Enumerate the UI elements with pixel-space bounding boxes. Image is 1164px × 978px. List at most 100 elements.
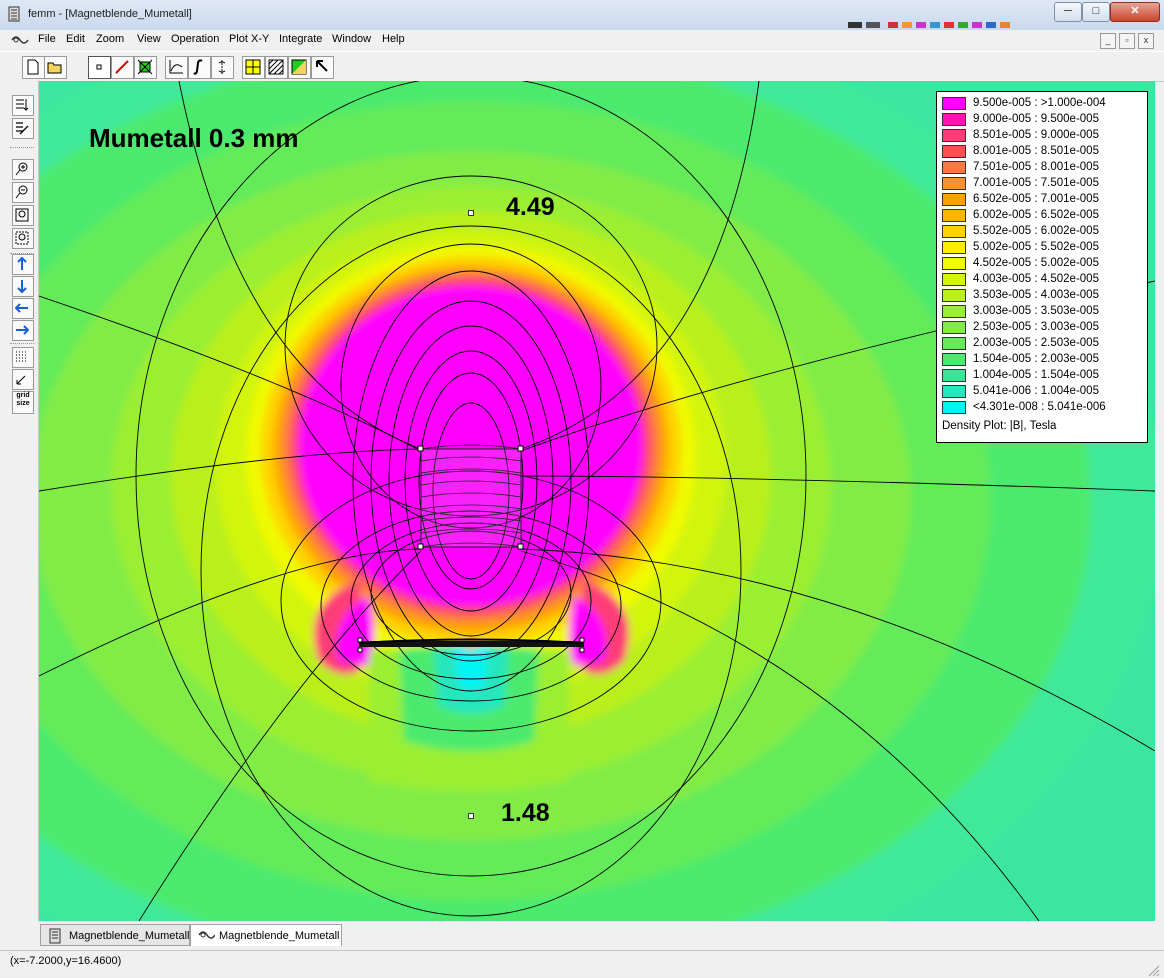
arrow-right-icon bbox=[16, 325, 29, 335]
new-file-button[interactable] bbox=[22, 56, 45, 79]
value-label-top: 4.49 bbox=[506, 193, 555, 221]
show-points-button[interactable] bbox=[12, 95, 34, 116]
menu-zoom[interactable]: Zoom bbox=[96, 33, 125, 45]
legend-label: 5.502e-005 : 6.002e-005 bbox=[973, 225, 1099, 237]
mdi-close-button[interactable]: x bbox=[1138, 33, 1154, 49]
legend-swatch bbox=[942, 113, 966, 126]
legend-swatch bbox=[942, 353, 966, 366]
legend-swatch bbox=[942, 257, 966, 270]
taskbar-strip bbox=[848, 22, 1010, 28]
legend-swatch bbox=[942, 337, 966, 350]
pointer-icon bbox=[316, 60, 328, 72]
tab-preprocessor[interactable]: Magnetblende_Mumetall bbox=[40, 924, 190, 946]
legend-entry: 2.503e-005 : 3.003e-005 bbox=[941, 320, 1145, 336]
legend-swatch bbox=[942, 177, 966, 190]
left-separator bbox=[10, 253, 34, 254]
coordinate-readout: (x=-7.2000,y=16.4600) bbox=[10, 955, 122, 967]
new-file-icon bbox=[27, 59, 39, 75]
point-mode-button[interactable] bbox=[88, 56, 111, 79]
legend-label: 4.502e-005 : 5.002e-005 bbox=[973, 257, 1099, 269]
snap-grid-button[interactable] bbox=[12, 369, 34, 390]
arrow-down-icon bbox=[17, 280, 27, 293]
legend-label: 9.000e-005 : 9.500e-005 bbox=[973, 113, 1099, 125]
legend-label: 7.501e-005 : 8.001e-005 bbox=[973, 161, 1099, 173]
show-mesh-button[interactable] bbox=[242, 56, 265, 79]
document-tabs: Magnetblende_Mumetall Magnetblende_Mumet… bbox=[0, 922, 1164, 948]
legend-swatch bbox=[942, 385, 966, 398]
menu-view[interactable]: View bbox=[137, 33, 161, 45]
vector-plot-button[interactable] bbox=[288, 56, 311, 79]
flux-lines bbox=[39, 81, 1155, 921]
menu-window[interactable]: Window bbox=[332, 33, 372, 45]
block-integral-button[interactable] bbox=[211, 56, 234, 79]
menu-operation[interactable]: Operation bbox=[171, 33, 220, 45]
probe-point-bottom[interactable] bbox=[468, 813, 474, 819]
legend-swatch bbox=[942, 225, 966, 238]
femm-view-icon[interactable] bbox=[10, 33, 30, 47]
legend-label: <4.301e-008 : 5.041e-006 bbox=[973, 401, 1106, 413]
pan-up-button[interactable] bbox=[12, 254, 34, 275]
legend-entry: 9.500e-005 : >1.000e-004 bbox=[941, 96, 1145, 112]
menu-edit[interactable]: Edit bbox=[66, 33, 85, 45]
density-plot-button[interactable] bbox=[265, 56, 288, 79]
legend-entry: 1.004e-005 : 1.504e-005 bbox=[941, 368, 1145, 384]
area-mode-button[interactable] bbox=[134, 56, 157, 79]
pan-left-button[interactable] bbox=[12, 298, 34, 319]
field-density-plot[interactable] bbox=[39, 81, 1155, 921]
show-grid-button[interactable] bbox=[12, 347, 34, 368]
legend-entry: 6.502e-005 : 7.001e-005 bbox=[941, 192, 1145, 208]
legend-swatch bbox=[942, 369, 966, 382]
plot-xy-button[interactable] bbox=[165, 56, 188, 79]
menu-bar: File Edit Zoom View Operation Plot X-Y I… bbox=[0, 30, 1164, 50]
legend-label: 8.001e-005 : 8.501e-005 bbox=[973, 145, 1099, 157]
menu-help[interactable]: Help bbox=[382, 33, 405, 45]
point-mode-icon bbox=[96, 64, 102, 70]
zoom-in-button[interactable] bbox=[12, 159, 34, 180]
zoom-out-button[interactable] bbox=[12, 182, 34, 203]
edit-props-button[interactable] bbox=[12, 118, 34, 139]
tab-postprocessor[interactable]: Magnetblende_Mumetall bbox=[190, 924, 342, 946]
tab-label: Magnetblende_Mumetall bbox=[219, 930, 340, 942]
legend-label: 3.503e-005 : 4.003e-005 bbox=[973, 289, 1099, 301]
legend-label: 5.041e-006 : 1.004e-005 bbox=[973, 385, 1099, 397]
pan-right-button[interactable] bbox=[12, 320, 34, 341]
legend-entry: 9.000e-005 : 9.500e-005 bbox=[941, 112, 1145, 128]
contour-mode-button[interactable] bbox=[111, 56, 134, 79]
menu-plot-xy[interactable]: Plot X-Y bbox=[229, 33, 270, 45]
menu-file[interactable]: File bbox=[38, 33, 56, 45]
legend-entry: 8.001e-005 : 8.501e-005 bbox=[941, 144, 1145, 160]
zoom-window-button[interactable] bbox=[12, 228, 34, 249]
block-integral-icon bbox=[218, 60, 226, 74]
menu-integrate[interactable]: Integrate bbox=[279, 33, 323, 45]
left-separator bbox=[10, 147, 34, 148]
legend-swatch bbox=[942, 401, 966, 414]
status-bar: (x=-7.2000,y=16.4600) bbox=[0, 950, 1164, 978]
maximize-button[interactable]: □ bbox=[1082, 2, 1110, 22]
legend-entry: 5.041e-006 : 1.004e-005 bbox=[941, 384, 1145, 400]
close-button[interactable]: ✕ bbox=[1110, 2, 1160, 22]
field-plot-canvas[interactable]: Mumetall 0.3 mm 4.49 1.48 9.500e-005 : >… bbox=[39, 81, 1155, 921]
line-integral-icon bbox=[193, 59, 203, 75]
contour-mode-icon bbox=[115, 60, 129, 74]
legend-entry: 4.003e-005 : 4.502e-005 bbox=[941, 272, 1145, 288]
legend-swatch bbox=[942, 193, 966, 206]
legend-label: 8.501e-005 : 9.000e-005 bbox=[973, 129, 1099, 141]
pointer-button[interactable] bbox=[311, 56, 334, 79]
grid-size-button[interactable]: grid size bbox=[12, 391, 34, 414]
density-plot-icon bbox=[268, 59, 284, 75]
legend-entry: <4.301e-008 : 5.041e-006 bbox=[941, 400, 1145, 416]
legend-entry: 8.501e-005 : 9.000e-005 bbox=[941, 128, 1145, 144]
minimize-button[interactable]: ─ bbox=[1054, 2, 1082, 22]
line-integral-button[interactable] bbox=[188, 56, 211, 79]
probe-point-top[interactable] bbox=[468, 210, 474, 216]
zoom-in-icon bbox=[15, 162, 28, 176]
pan-down-button[interactable] bbox=[12, 276, 34, 297]
grid-icon bbox=[16, 351, 28, 362]
open-file-button[interactable] bbox=[44, 56, 67, 79]
mdi-minimize-button[interactable]: _ bbox=[1100, 33, 1116, 49]
legend-swatch bbox=[942, 305, 966, 318]
zoom-natural-button[interactable] bbox=[12, 205, 34, 226]
mdi-restore-button[interactable]: ▫ bbox=[1119, 33, 1135, 49]
resize-grip-icon[interactable] bbox=[1146, 963, 1160, 977]
density-legend: 9.500e-005 : >1.000e-004 9.000e-005 : 9.5… bbox=[936, 91, 1148, 443]
